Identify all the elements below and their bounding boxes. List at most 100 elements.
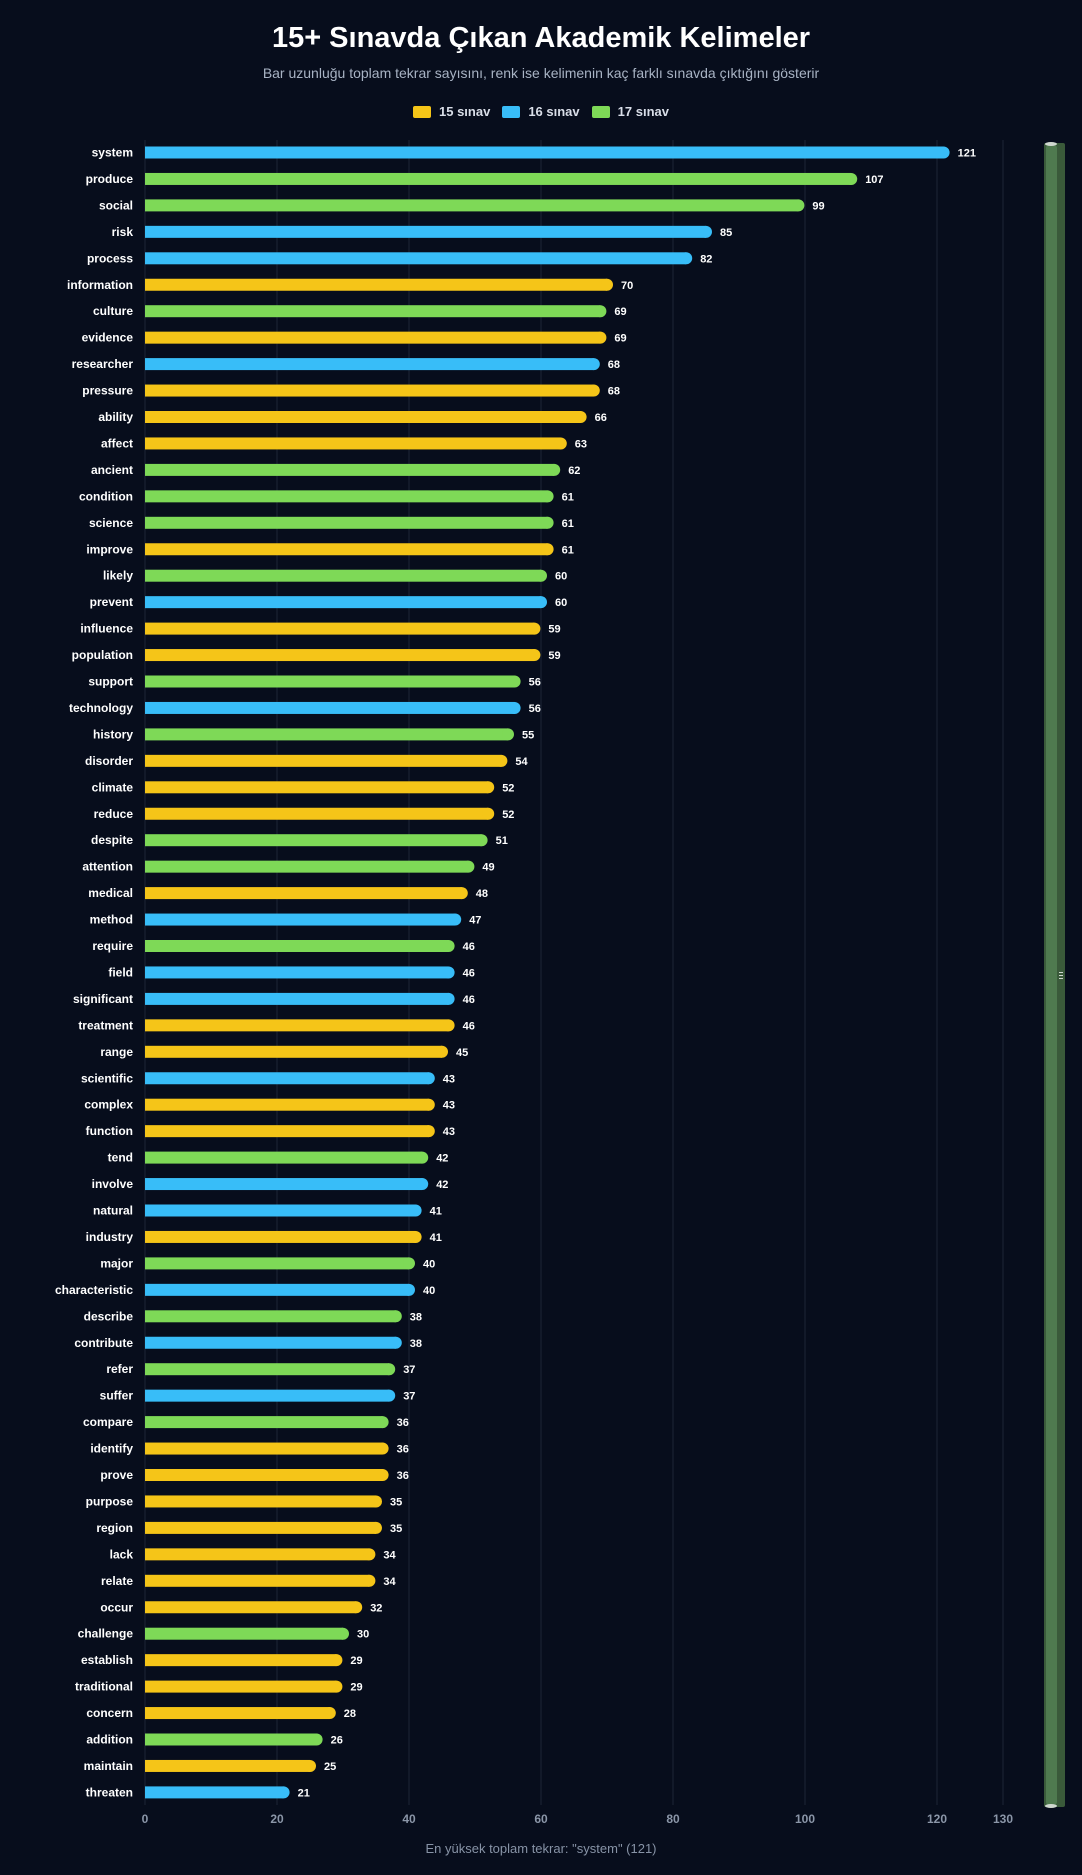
value-label: 36 <box>397 1470 409 1482</box>
category-label: relate <box>101 1574 133 1588</box>
value-label: 46 <box>463 1020 475 1032</box>
bar-end <box>376 1469 389 1481</box>
bar-body <box>145 1733 317 1746</box>
value-label: 70 <box>621 280 633 292</box>
bar-body <box>145 1416 383 1429</box>
bar-end <box>700 225 712 238</box>
scrollbar-grip-3 <box>1059 978 1063 979</box>
scrollbar-thumb[interactable] <box>1046 145 1057 1805</box>
value-label: 46 <box>463 941 475 953</box>
category-label: involve <box>92 1177 134 1191</box>
value-label: 21 <box>298 1787 310 1799</box>
value-label: 42 <box>436 1179 448 1191</box>
bar-body <box>145 146 944 159</box>
bar-body <box>145 1521 376 1534</box>
value-label: 25 <box>324 1761 336 1773</box>
legend-swatch-17 <box>591 105 610 118</box>
value-label: 68 <box>608 386 620 398</box>
bar-end <box>508 701 521 714</box>
value-label: 56 <box>529 703 541 715</box>
value-label: 54 <box>515 756 528 768</box>
value-label: 36 <box>397 1444 409 1456</box>
category-label: field <box>108 965 133 979</box>
bar-end <box>376 1442 389 1455</box>
value-label: 51 <box>496 835 508 847</box>
value-label: 59 <box>548 624 560 636</box>
category-label: purpose <box>86 1494 134 1508</box>
category-label: major <box>100 1256 133 1270</box>
bar-end <box>363 1574 376 1587</box>
bar-end <box>330 1654 343 1667</box>
value-label: 55 <box>522 729 534 741</box>
value-label: 46 <box>463 967 475 979</box>
bar-end <box>383 1389 396 1402</box>
category-label: refer <box>106 1362 133 1376</box>
bar-end <box>403 1283 415 1296</box>
bar-end <box>594 331 607 344</box>
bar-end <box>436 1045 448 1058</box>
category-label: characteristic <box>55 1283 133 1297</box>
bar-end <box>548 463 561 476</box>
bar-body <box>145 1204 416 1217</box>
value-label: 61 <box>562 518 574 530</box>
bar-end <box>370 1521 382 1534</box>
category-label: prove <box>100 1468 133 1482</box>
value-label: 69 <box>614 306 626 318</box>
bar-body <box>145 1257 409 1270</box>
bar-body <box>145 463 555 476</box>
value-label: 38 <box>410 1311 422 1323</box>
value-label: 34 <box>383 1576 396 1588</box>
bar-end <box>389 1310 402 1323</box>
value-label: 48 <box>476 888 488 900</box>
category-label: threaten <box>86 1785 133 1799</box>
category-label: produce <box>86 172 134 186</box>
bar-body <box>145 252 687 265</box>
category-label: system <box>92 146 133 160</box>
value-label: 34 <box>383 1549 396 1561</box>
category-label: ability <box>98 410 133 424</box>
legend-swatch-16 <box>502 105 521 118</box>
category-label: influence <box>80 622 133 636</box>
category-label: traditional <box>75 1680 133 1694</box>
value-label: 30 <box>357 1629 369 1641</box>
bar-body <box>145 331 601 344</box>
value-label: 37 <box>403 1391 415 1403</box>
bar-body <box>145 569 541 582</box>
value-label: 99 <box>812 200 824 212</box>
bar-end <box>449 913 462 926</box>
legend-label-16: 16 sınav <box>528 104 580 119</box>
category-label: disorder <box>85 754 133 768</box>
category-label: support <box>88 675 133 689</box>
category-label: social <box>99 198 133 212</box>
category-label: condition <box>79 489 133 503</box>
value-label: 37 <box>403 1364 415 1376</box>
value-label: 43 <box>443 1100 455 1112</box>
value-label: 29 <box>350 1655 362 1667</box>
bar-body <box>145 1442 383 1455</box>
value-label: 52 <box>502 782 514 794</box>
bar-end <box>409 1204 422 1217</box>
x-tick-label: 80 <box>666 1812 680 1826</box>
value-label: 45 <box>456 1047 468 1059</box>
category-label: contribute <box>74 1336 133 1350</box>
category-label: medical <box>88 886 133 900</box>
bar-end <box>845 172 858 185</box>
value-label: 43 <box>443 1073 455 1085</box>
bar-body <box>145 781 489 794</box>
category-label: treatment <box>78 1018 133 1032</box>
bar-end <box>422 1098 435 1111</box>
category-label: significant <box>73 992 133 1006</box>
category-label: challenge <box>78 1627 134 1641</box>
bar-body <box>145 860 469 873</box>
bar-body <box>145 1495 376 1508</box>
bar-end <box>574 411 587 423</box>
value-label: 62 <box>568 465 580 477</box>
value-label: 56 <box>529 677 541 689</box>
value-label: 85 <box>720 227 732 239</box>
scrollbar-grip-1 <box>1059 972 1063 973</box>
bar-end <box>528 622 541 635</box>
category-label: culture <box>93 304 133 318</box>
category-label: require <box>92 939 133 953</box>
legend-swatch-15 <box>413 105 431 118</box>
category-label: science <box>89 516 133 530</box>
